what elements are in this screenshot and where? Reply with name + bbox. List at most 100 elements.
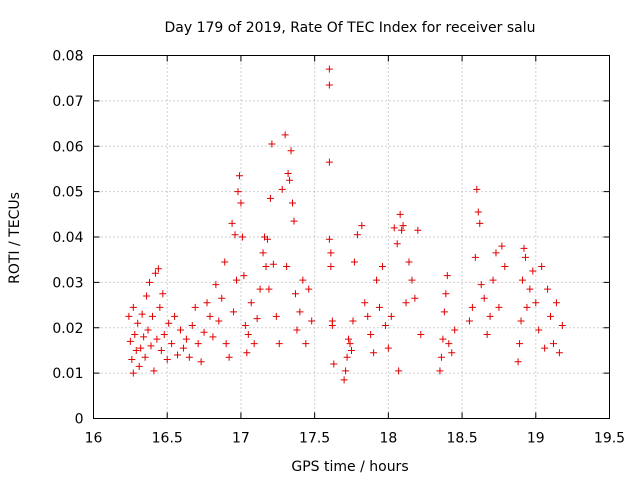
- data-point: [296, 308, 304, 316]
- axis-ticks: 16 16.5 17 17.5 18 18.5 19 19.5 0 0.01 0.02 0.03 0.0…: [52, 49, 625, 447]
- data-point: [473, 185, 481, 193]
- data-point: [241, 321, 249, 329]
- data-point: [373, 276, 381, 284]
- data-point: [125, 312, 133, 320]
- data-point: [134, 319, 142, 327]
- data-point: [228, 219, 236, 227]
- data-point: [168, 340, 176, 348]
- data-point: [290, 217, 298, 225]
- data-point: [358, 222, 366, 230]
- data-point: [284, 169, 292, 177]
- data-point: [278, 185, 286, 193]
- data-point: [283, 262, 291, 270]
- data-point: [231, 231, 239, 239]
- data-point: [287, 147, 295, 155]
- data-point: [345, 335, 353, 343]
- data-point: [135, 362, 143, 370]
- data-point: [330, 360, 338, 368]
- data-point: [209, 333, 217, 341]
- y-tick-label: 0.05: [52, 185, 83, 201]
- data-point: [327, 262, 335, 270]
- data-point: [399, 222, 407, 230]
- data-point: [328, 321, 336, 329]
- y-tick-label: 0.01: [52, 366, 83, 382]
- data-point: [526, 285, 534, 293]
- data-point: [376, 303, 384, 311]
- data-point: [262, 262, 270, 270]
- data-point: [291, 290, 299, 298]
- data-point: [299, 276, 307, 284]
- data-point: [492, 249, 500, 257]
- data-point: [498, 242, 506, 250]
- data-point: [480, 294, 488, 302]
- data-point: [405, 258, 413, 266]
- data-point: [126, 337, 134, 345]
- data-point: [443, 272, 451, 280]
- data-point: [519, 276, 527, 284]
- data-point: [225, 353, 233, 361]
- data-point: [532, 299, 540, 307]
- data-point: [153, 335, 161, 343]
- data-point: [558, 321, 566, 329]
- data-point: [398, 226, 406, 234]
- data-point: [174, 351, 182, 359]
- data-point: [156, 303, 164, 311]
- data-point: [203, 299, 211, 307]
- data-point: [343, 353, 351, 361]
- y-tick-label: 0.06: [52, 139, 83, 155]
- data-point: [289, 199, 297, 207]
- data-point: [157, 346, 165, 354]
- x-tick-label: 18.5: [446, 431, 477, 447]
- data-point: [263, 235, 271, 243]
- data-point: [308, 317, 316, 325]
- chart-title: Day 179 of 2019, Rate Of TEC Index for r…: [164, 20, 535, 36]
- y-tick-label: 0: [75, 412, 84, 428]
- data-point: [349, 317, 357, 325]
- data-point: [549, 340, 557, 348]
- data-point: [517, 317, 525, 325]
- data-point: [269, 260, 277, 268]
- data-point: [417, 331, 425, 339]
- data-point: [367, 331, 375, 339]
- data-point: [370, 349, 378, 357]
- data-point: [286, 176, 294, 184]
- data-point: [138, 310, 146, 318]
- x-tick-label: 19.5: [594, 431, 625, 447]
- data-point: [451, 326, 459, 334]
- data-point: [238, 233, 246, 241]
- data-point: [414, 226, 422, 234]
- data-point: [266, 194, 274, 202]
- data-point: [305, 285, 313, 293]
- data-point: [535, 326, 543, 334]
- data-point: [552, 299, 560, 307]
- data-point: [529, 267, 537, 275]
- data-point: [436, 367, 444, 375]
- data-point: [325, 81, 333, 89]
- data-point: [146, 278, 154, 286]
- x-tick-label: 17.5: [299, 431, 330, 447]
- data-point: [256, 285, 264, 293]
- data-point: [244, 331, 252, 339]
- data-point: [230, 308, 238, 316]
- data-point: [411, 294, 419, 302]
- data-point: [364, 312, 372, 320]
- x-tick-label: 16.5: [152, 431, 183, 447]
- data-point: [215, 317, 223, 325]
- data-point: [240, 272, 248, 280]
- data-point: [144, 326, 152, 334]
- data-point: [148, 312, 156, 320]
- data-point: [353, 231, 361, 239]
- data-point: [129, 303, 137, 311]
- x-tick-label: 17: [232, 431, 250, 447]
- data-point: [281, 131, 289, 139]
- data-point: [442, 290, 450, 298]
- data-point: [132, 346, 140, 354]
- data-point: [396, 210, 404, 218]
- data-point: [483, 331, 491, 339]
- data-point: [439, 335, 447, 343]
- data-point: [140, 333, 148, 341]
- data-point: [141, 353, 149, 361]
- data-point: [150, 367, 158, 375]
